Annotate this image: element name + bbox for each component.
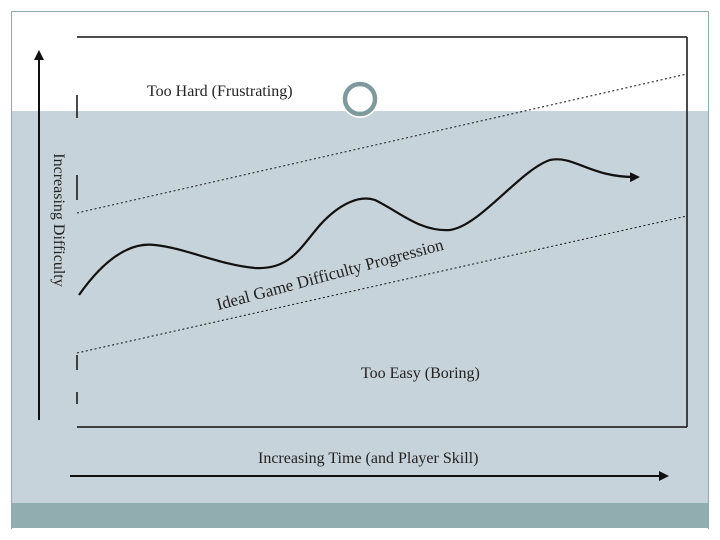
- ring-icon: [342, 81, 378, 117]
- zone-label-too-easy: Too Easy (Boring): [361, 365, 480, 382]
- diagram-box: [76, 36, 688, 428]
- lower-boundary-line: [76, 215, 688, 354]
- content-background: [11, 111, 709, 503]
- upper-boundary-line: [76, 73, 688, 214]
- zone-label-too-hard: Too Hard (Frustrating): [147, 83, 293, 100]
- y-axis-label: Increasing Difficulty: [50, 153, 67, 287]
- footer-band: [11, 503, 709, 528]
- frame-top: [11, 11, 709, 12]
- frame-left: [11, 11, 12, 529]
- difficulty-curve: [78, 158, 640, 296]
- frame-right: [708, 11, 709, 529]
- x-axis-label: Increasing Time (and Player Skill): [258, 450, 479, 467]
